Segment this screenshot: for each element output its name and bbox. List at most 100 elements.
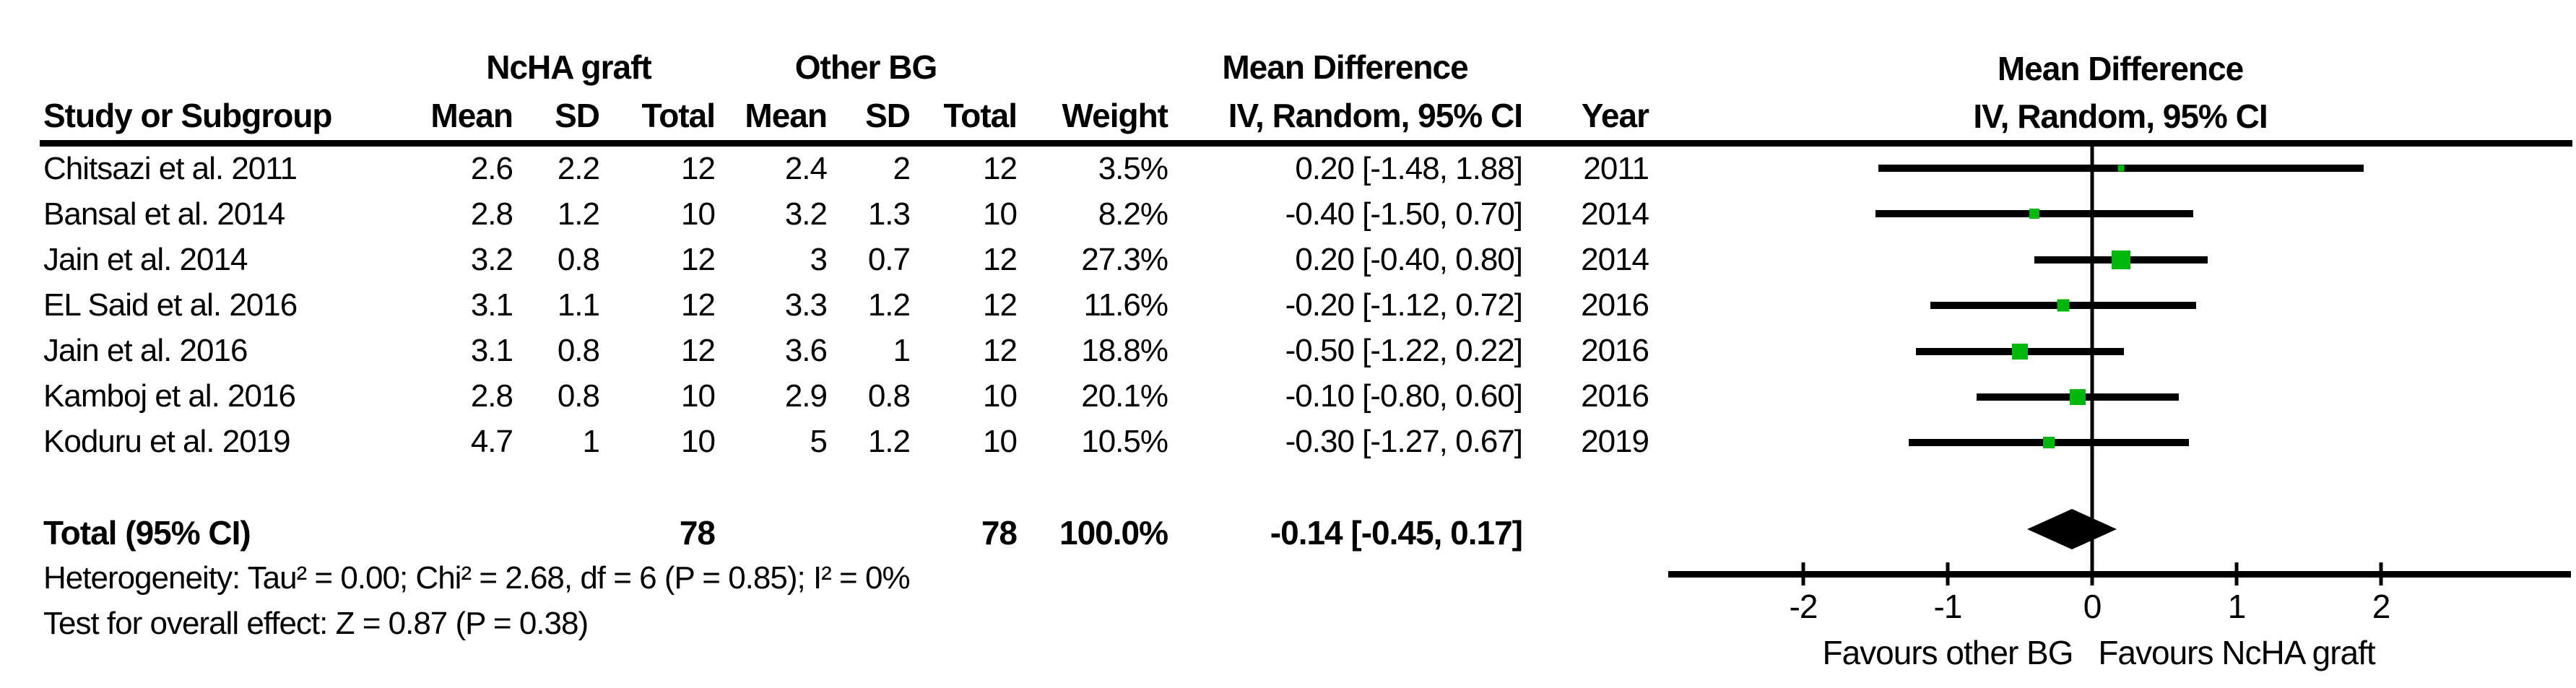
study-sd-2: 1.2 (867, 423, 911, 459)
study-year: 2016 (1581, 287, 1649, 323)
study-weight: 27.3% (1081, 241, 1168, 277)
study-ci: -0.20 [-1.12, 0.72] (1285, 287, 1523, 323)
study-ci: 0.20 [-1.48, 1.88] (1295, 150, 1523, 186)
study-sd-2: 0.7 (867, 241, 911, 277)
study-weight: 10.5% (1081, 423, 1168, 459)
study-sd-2: 1.3 (867, 196, 911, 232)
study-row-jain-2016: Jain et al. 2016 3.1 0.8 12 3.6 1 12 18.… (43, 328, 1650, 373)
total-row: Total (95% CI) 78 78 100.0% -0.14 [-0.45… (43, 510, 1650, 555)
study-total-1: 12 (681, 287, 716, 323)
study-year: 2019 (1581, 423, 1649, 459)
study-name: Koduru et al. 2019 (43, 423, 291, 459)
study-name: Jain et al. 2014 (43, 241, 248, 277)
zero-effect-line (2090, 147, 2094, 574)
column-header-total-2: Total (943, 97, 1018, 134)
study-total-1: 10 (681, 423, 716, 459)
study-total-1: 10 (681, 378, 716, 414)
plot-title: Mean Difference (1997, 50, 2244, 87)
study-weight: 20.1% (1081, 378, 1168, 414)
study-weight: 8.2% (1098, 196, 1168, 232)
study-total-1: 12 (681, 150, 716, 186)
study-mean-1: 3.1 (470, 332, 513, 368)
x-axis-tick-label: -1 (1934, 588, 1962, 625)
column-header-sd-1: SD (555, 97, 600, 134)
study-row-bansal-2014: Bansal et al. 2014 2.8 1.2 10 3.2 1.3 10… (43, 191, 1650, 237)
group-header-row: NcHA graft Other BG Mean Difference (43, 43, 1650, 91)
study-sd-1: 2.2 (557, 150, 600, 186)
study-name: Jain et al. 2016 (43, 332, 248, 368)
total-ci: -0.14 [-0.45, 0.17] (1270, 513, 1523, 552)
study-mean-1: 4.7 (470, 423, 513, 459)
study-ci: -0.10 [-0.80, 0.60] (1285, 378, 1523, 414)
study-sd-1: 1.2 (557, 196, 600, 232)
study-weight: 18.8% (1081, 332, 1168, 368)
study-total-2: 10 (983, 378, 1018, 414)
column-header-row: Study or Subgroup Mean SD Total Mean SD … (43, 91, 1650, 140)
study-sd-1: 1.1 (557, 287, 600, 323)
forest-plot-canvas: -2 -1 0 1 2 Favours other BG Favours NcHA graf… (1668, 147, 2571, 671)
favours-right-label: Favours NcHA graft (2098, 634, 2376, 671)
study-sd-2: 0.8 (867, 378, 911, 414)
column-header-ci: IV, Random, 95% CI (1228, 97, 1523, 134)
study-weight: 3.5% (1098, 150, 1168, 186)
study-sd-2: 1.2 (867, 287, 911, 323)
study-mean-2: 2.4 (784, 150, 828, 186)
study-row-chitsazi-2011: Chitsazi et al. 2011 2.6 2.2 12 2.4 2 12… (43, 146, 1650, 191)
study-name: Chitsazi et al. 2011 (43, 150, 298, 186)
plot-subtitle: IV, Random, 95% CI (1973, 97, 2268, 135)
study-mean-2: 5 (810, 423, 828, 459)
x-axis-tick-label: 0 (2083, 588, 2102, 625)
x-axis-tick (1801, 562, 1805, 585)
study-mean-1: 2.6 (470, 150, 513, 186)
heterogeneity-note: Heterogeneity: Tau² = 0.00; Chi² = 2.68,… (43, 559, 911, 596)
study-name: Bansal et al. 2014 (43, 196, 285, 232)
study-mean-2: 3.2 (784, 196, 828, 232)
study-row-koduru-2019: Koduru et al. 2019 4.7 1 10 5 1.2 10 10.… (43, 419, 1650, 464)
column-header-study: Study or Subgroup (43, 97, 333, 134)
spacer-row (43, 464, 1650, 510)
study-mean-2: 3.3 (784, 287, 828, 323)
mean-marker (2029, 209, 2039, 219)
study-sd-2: 2 (893, 150, 911, 186)
study-mean-1: 2.8 (470, 196, 513, 232)
study-weight: 11.6% (1083, 287, 1169, 323)
column-header-sd-2: SD (865, 97, 911, 134)
study-total-2: 12 (983, 241, 1018, 277)
overall-effect-note: Test for overall effect: Z = 0.87 (P = 0… (43, 605, 589, 641)
mean-marker (2070, 389, 2086, 405)
mean-marker (2043, 437, 2055, 448)
meta-analysis-table: NcHA graft Other BG Mean Difference Stud… (43, 43, 1650, 646)
study-row-jain-2014: Jain et al. 2014 3.2 0.8 12 3 0.7 12 27.… (43, 237, 1650, 282)
total-weight: 100.0% (1059, 513, 1168, 552)
study-year: 2016 (1581, 378, 1649, 414)
study-mean-2: 3 (810, 241, 828, 277)
favours-left-label: Favours other BG (1822, 634, 2073, 671)
study-ci: -0.30 [-1.27, 0.67] (1285, 423, 1523, 459)
mean-marker (2112, 251, 2130, 269)
column-header-weight: Weight (1062, 97, 1168, 134)
x-axis-tick (1946, 562, 1950, 585)
x-axis-tick-label: 1 (2228, 588, 2246, 625)
study-total-2: 12 (983, 332, 1018, 368)
mean-marker (2012, 344, 2028, 360)
study-mean-1: 2.8 (470, 378, 513, 414)
study-ci: -0.40 [-1.50, 0.70] (1285, 196, 1523, 232)
mean-marker (2057, 299, 2070, 312)
total-n-other: 78 (981, 513, 1018, 552)
x-axis-tick-label: 2 (2372, 588, 2390, 625)
study-total-1: 10 (681, 196, 716, 232)
forest-plot-panel: Mean Difference IV, Random, 95% CI -2 -1 0… (1665, 0, 2576, 688)
group-header-effect: Mean Difference (1222, 48, 1468, 86)
group-header-ncha: NcHA graft (486, 48, 652, 86)
column-header-mean-2: Mean (745, 97, 828, 134)
summary-diamond (2027, 509, 2117, 549)
study-sd-1: 0.8 (557, 378, 600, 414)
column-header-mean-1: Mean (430, 97, 513, 134)
study-year: 2011 (1583, 150, 1649, 186)
study-sd-2: 1 (893, 332, 911, 368)
study-total-2: 12 (983, 287, 1018, 323)
x-axis-tick (2234, 562, 2239, 585)
study-total-2: 10 (983, 423, 1018, 459)
study-year: 2016 (1581, 332, 1649, 368)
